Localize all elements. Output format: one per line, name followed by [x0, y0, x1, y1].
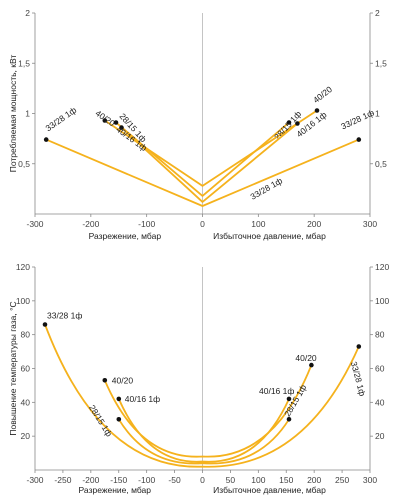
x-tick-label: 200: [307, 219, 321, 229]
x-tick-label: 300: [363, 219, 377, 229]
y-tick-label-right: 60: [375, 364, 385, 374]
x-tick-label: 300: [363, 475, 377, 485]
data-point: [113, 120, 119, 125]
y-tick-label: 2: [25, 8, 30, 18]
y-tick-label-right: 40: [375, 397, 385, 407]
x-tick-label: 0: [200, 475, 205, 485]
data-label: 40/16 1ф: [259, 386, 294, 396]
series-line: [44, 324, 360, 468]
x-axis-label-right: Избыточное давление, мбар: [213, 231, 326, 241]
x-tick-label: -300: [26, 475, 43, 485]
series-line: [117, 398, 290, 463]
data-label: 33/28 1ф: [44, 105, 79, 133]
y-tick-label: 60: [21, 364, 31, 374]
data-point: [119, 125, 124, 130]
x-tick-label: 200: [307, 475, 321, 485]
data-label: 40/20: [112, 375, 134, 385]
y-tick-label: 20: [21, 431, 31, 441]
data-point: [43, 137, 49, 142]
y-tick-label-right: 100: [375, 296, 389, 306]
data-point: [102, 118, 108, 123]
data-point: [356, 137, 362, 142]
y-tick-label: 80: [21, 330, 31, 340]
data-point: [286, 120, 292, 125]
x-tick-label: 100: [251, 219, 265, 229]
x-tick-label: 50: [226, 475, 236, 485]
x-tick-label: -200: [82, 475, 99, 485]
x-axis-label-left: Разрежение, мбар: [89, 231, 162, 241]
x-tick-label: 250: [335, 475, 349, 485]
x-tick-label: -100: [138, 219, 155, 229]
y-tick-label: 40: [21, 397, 31, 407]
data-point: [309, 362, 314, 368]
y-tick-label: 120: [16, 262, 30, 272]
y-tick-label: 1,5: [18, 58, 30, 68]
data-point: [286, 396, 292, 402]
data-point: [102, 378, 108, 383]
data-point: [116, 417, 122, 422]
data-label: 33/28 1ф: [349, 360, 368, 397]
series-line: [45, 138, 360, 207]
y-tick-label: 0,5: [18, 159, 30, 169]
data-point: [295, 121, 300, 126]
data-point: [286, 417, 292, 422]
y-tick-label-right: 2: [375, 8, 380, 18]
data-label: 28/15 1ф: [87, 403, 114, 438]
y-tick-label-right: 1,5: [375, 58, 387, 68]
data-point: [116, 396, 122, 402]
x-tick-label: -200: [82, 219, 99, 229]
series-line: [118, 418, 290, 465]
x-tick-label: 100: [251, 475, 265, 485]
y-tick-label: 1: [25, 109, 30, 119]
data-point: [314, 108, 320, 113]
data-label: 40/20: [311, 84, 334, 105]
x-axis-label-right: Избыточное давление, мбар: [213, 485, 326, 495]
y-tick-label-right: 80: [375, 330, 385, 340]
data-point: [42, 322, 48, 327]
y-tick-label: 100: [16, 296, 30, 306]
y-tick-label-right: 0,5: [375, 159, 387, 169]
data-label: 40/16 1ф: [125, 394, 160, 404]
x-tick-label: -250: [54, 475, 71, 485]
x-axis-label-left: Разрежение, мбар: [79, 485, 152, 495]
x-tick-label: 150: [279, 475, 293, 485]
series-line: [120, 122, 298, 203]
y-axis-label: Потребляемая мощность, кВт: [8, 55, 18, 173]
series-line: [103, 364, 313, 458]
x-tick-label: 0: [200, 219, 205, 229]
data-label: 33/28 1ф: [47, 311, 82, 321]
x-tick-label: -150: [110, 475, 127, 485]
series-line: [115, 121, 290, 197]
data-point: [356, 344, 362, 349]
x-tick-label: -300: [26, 219, 43, 229]
y-axis-label: Повышение температуры газа, °C: [8, 301, 18, 435]
y-tick-label-right: 120: [375, 262, 389, 272]
y-tick-label-right: 1: [375, 109, 380, 119]
y-tick-label-right: 20: [375, 431, 385, 441]
x-tick-label: -50: [168, 475, 181, 485]
data-label: 40/20: [295, 353, 317, 363]
x-tick-label: -100: [138, 475, 155, 485]
